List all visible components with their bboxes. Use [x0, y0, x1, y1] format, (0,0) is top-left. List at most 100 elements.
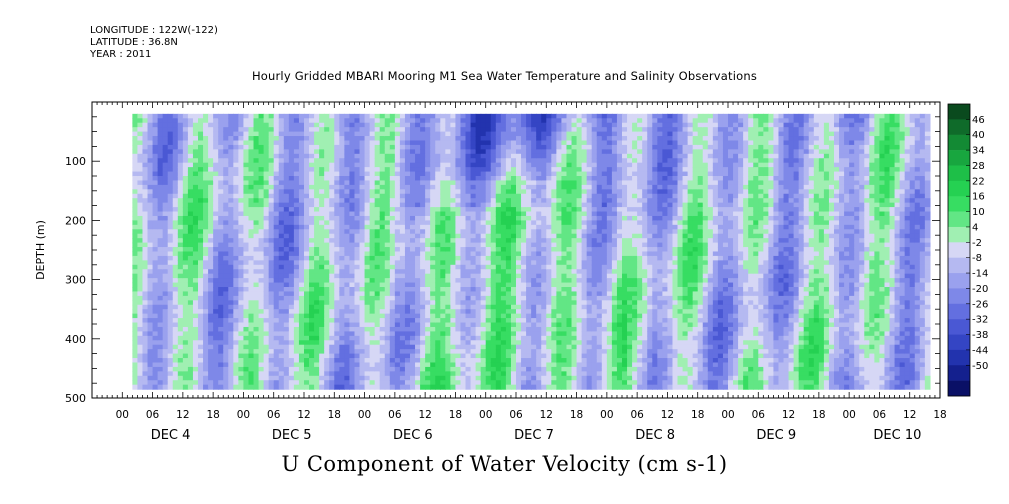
- field-cell: [510, 251, 517, 257]
- field-cell: [430, 224, 436, 230]
- field-cell: [440, 215, 446, 221]
- field-cell: [273, 238, 280, 244]
- field-cell: [162, 255, 169, 261]
- field-cell: [339, 198, 345, 204]
- field-cell: [485, 211, 492, 217]
- field-cell: [293, 184, 300, 190]
- field-cell: [374, 127, 381, 133]
- field-cell: [526, 184, 532, 190]
- field-cell: [203, 127, 209, 133]
- field-cell: [177, 176, 184, 182]
- field-cell: [238, 242, 245, 248]
- field-cell: [309, 251, 315, 257]
- field-cell: [273, 384, 280, 390]
- field-cell: [394, 118, 401, 124]
- field-cell: [485, 144, 492, 150]
- field-cell: [445, 331, 451, 337]
- field-cell: [435, 198, 441, 204]
- field-cell: [399, 326, 406, 332]
- field-cell: [334, 282, 340, 288]
- field-cell: [324, 269, 330, 275]
- field-cell: [516, 358, 522, 364]
- field-cell: [485, 375, 492, 381]
- field-cell: [283, 375, 290, 381]
- field-cell: [526, 215, 532, 221]
- field-cell: [500, 304, 507, 310]
- field-cell: [475, 193, 482, 199]
- field-cell: [283, 131, 290, 137]
- field-cell: [485, 344, 492, 350]
- field-cell: [415, 171, 421, 177]
- field-cell: [505, 260, 512, 266]
- field-cell: [410, 273, 416, 279]
- field-cell: [268, 340, 275, 346]
- field-cell: [344, 287, 351, 293]
- field-cell: [516, 153, 522, 159]
- field-cell: [415, 353, 421, 359]
- field-cell: [455, 153, 462, 159]
- field-cell: [253, 153, 260, 159]
- field-cell: [470, 176, 477, 182]
- field-cell: [490, 211, 497, 217]
- field-cell: [374, 362, 381, 368]
- field-cell: [374, 220, 381, 226]
- field-cell: [359, 158, 366, 164]
- field-cell: [430, 140, 436, 146]
- field-cell: [162, 291, 169, 297]
- field-cell: [334, 326, 340, 332]
- field-cell: [485, 162, 492, 168]
- field-cell: [455, 118, 462, 124]
- field-cell: [132, 233, 139, 239]
- field-cell: [379, 322, 386, 328]
- field-cell: [132, 353, 139, 359]
- field-cell: [344, 149, 351, 155]
- field-cell: [500, 224, 507, 230]
- field-cell: [359, 127, 366, 133]
- field-cell: [187, 153, 194, 159]
- field-cell: [399, 242, 406, 248]
- field-cell: [324, 202, 330, 208]
- field-cell: [415, 366, 421, 372]
- field-cell: [531, 171, 537, 177]
- field-cell: [364, 136, 371, 142]
- field-cell: [167, 233, 174, 239]
- field-cell: [435, 193, 441, 199]
- field-cell: [374, 247, 381, 253]
- field-cell: [137, 255, 144, 261]
- field-cell: [172, 384, 179, 390]
- field-cell: [500, 375, 507, 381]
- field-cell: [147, 384, 154, 390]
- field-cell: [465, 358, 472, 364]
- field-cell: [394, 113, 401, 119]
- field-cell: [369, 140, 376, 146]
- field-cell: [389, 255, 396, 261]
- field-cell: [309, 127, 315, 133]
- field-cell: [304, 371, 310, 377]
- field-cell: [460, 224, 467, 230]
- field-cell: [521, 331, 527, 337]
- field-cell: [218, 176, 224, 182]
- field-cell: [505, 340, 512, 346]
- field-cell: [192, 384, 199, 390]
- field-cell: [258, 295, 265, 301]
- field-cell: [157, 358, 164, 364]
- field-cell: [516, 384, 522, 390]
- field-cell: [460, 242, 467, 248]
- field-cell: [187, 255, 194, 261]
- field-cell: [177, 366, 184, 372]
- field-cell: [516, 202, 522, 208]
- field-cell: [208, 309, 214, 315]
- field-cell: [510, 171, 517, 177]
- field-cell: [324, 153, 330, 159]
- field-cell: [198, 340, 204, 346]
- field-cell: [379, 260, 386, 266]
- field-cell: [369, 167, 376, 173]
- field-cell: [268, 375, 275, 381]
- field-cell: [132, 118, 139, 124]
- field-cell: [384, 309, 391, 315]
- field-cell: [137, 384, 144, 390]
- field-cell: [536, 140, 542, 146]
- field-cell: [450, 189, 457, 195]
- field-cell: [536, 180, 542, 186]
- field-cell: [399, 140, 406, 146]
